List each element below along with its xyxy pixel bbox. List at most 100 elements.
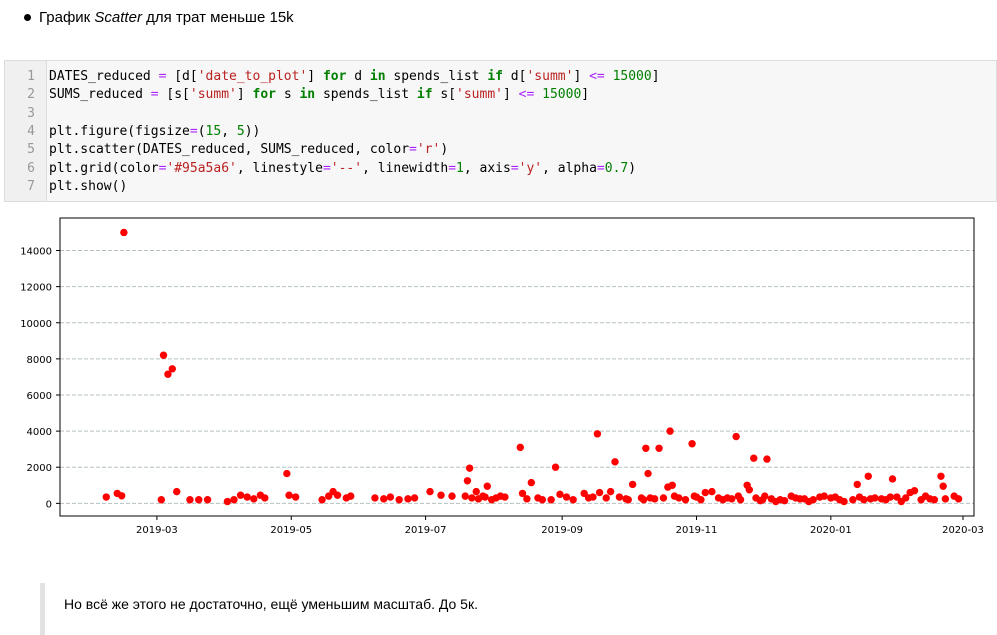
scatter-point xyxy=(624,496,632,504)
y-tick-label: 8000 xyxy=(27,355,52,366)
y-tick-label: 4000 xyxy=(27,427,52,438)
scatter-point xyxy=(941,495,950,503)
scatter-point xyxy=(688,440,696,448)
code-token: 1 xyxy=(456,160,464,176)
scatter-point xyxy=(681,496,690,504)
x-tick-label: 2019-03 xyxy=(136,525,178,536)
scatter-point xyxy=(697,496,705,504)
code-token: , xyxy=(221,123,237,139)
scatter-point xyxy=(318,496,326,504)
scatter-point xyxy=(615,493,624,501)
scatter-point xyxy=(516,443,525,452)
y-tick-label: 12000 xyxy=(20,283,52,294)
scatter-point xyxy=(481,493,489,501)
scatter-point xyxy=(395,496,403,504)
scatter-point xyxy=(410,494,419,502)
scatter-point xyxy=(426,487,434,496)
scatter-point xyxy=(472,487,480,496)
scatter-point xyxy=(380,495,388,503)
code-token: = xyxy=(448,160,457,176)
scatter-point xyxy=(750,454,758,462)
scatter-point xyxy=(937,472,945,480)
scatter-point xyxy=(888,475,897,483)
code-line: plt.show() xyxy=(49,178,127,196)
code-token: 15000 xyxy=(612,69,652,84)
scatter-point xyxy=(186,496,194,504)
scatter-point xyxy=(465,464,474,472)
code-token: = xyxy=(158,160,167,176)
y-tick-label: 10000 xyxy=(20,319,52,330)
line-number: 1 xyxy=(27,69,35,84)
code-token: s xyxy=(276,87,300,103)
scatter-point xyxy=(236,491,245,499)
scatter-point xyxy=(668,481,676,489)
scatter-point xyxy=(939,482,947,490)
code-token: 'summ' xyxy=(456,87,503,103)
line-number-gutter xyxy=(5,61,47,201)
scatter-point xyxy=(910,487,919,495)
code-line: plt.scatter(DATES_reduced, SUMS_reduced,… xyxy=(49,141,448,159)
code-token: , alpha xyxy=(542,160,597,176)
scatter-point xyxy=(840,497,848,506)
scatter-point xyxy=(285,491,293,499)
scatter-point xyxy=(639,496,648,504)
x-tick-label: 2020-01 xyxy=(810,525,852,536)
scatter-point xyxy=(853,480,861,489)
code-token: d[ xyxy=(502,69,527,84)
scatter-point xyxy=(333,491,342,499)
scatter-point xyxy=(589,493,597,501)
code-token: = xyxy=(158,69,167,84)
code-token: if xyxy=(487,69,503,84)
code-line: DATES_reduced = [d['date_to_plot'] for d… xyxy=(49,68,660,86)
scatter-point xyxy=(736,496,745,504)
line-number: 2 xyxy=(27,87,35,103)
code-token: 0.7 xyxy=(604,160,629,176)
scatter-point xyxy=(468,494,476,502)
scatter-point xyxy=(886,493,895,501)
code-token: plt.figure(figsize xyxy=(49,123,190,139)
scatter-point xyxy=(606,487,615,496)
code-token: = xyxy=(510,160,519,176)
scatter-point xyxy=(250,495,258,503)
scatter-point xyxy=(120,228,128,237)
scatter-point xyxy=(523,495,531,503)
code-token: , linewidth xyxy=(362,160,449,176)
y-tick-label: 2000 xyxy=(27,463,52,474)
code-token xyxy=(605,69,613,84)
code-token: 'date_to_plot' xyxy=(197,69,308,84)
scatter-point xyxy=(159,351,168,359)
code-token: 15 xyxy=(205,123,222,139)
code-token: = xyxy=(322,160,331,176)
code-token: in xyxy=(299,87,316,103)
code-token: ] xyxy=(573,69,590,84)
code-token: )) xyxy=(244,123,261,139)
scatter-point xyxy=(461,492,469,500)
code-cell[interactable]: 1 2 3 4 5 6 7 DATES_reduced = [d['date_to_plot'… xyxy=(4,60,997,202)
code-token: '#95a5a6' xyxy=(166,160,237,176)
code-token: [s[ xyxy=(158,87,190,103)
code-token: for xyxy=(322,69,347,84)
code-token: ( xyxy=(197,123,206,139)
x-tick-label: 2019-09 xyxy=(541,525,583,536)
scatter-point xyxy=(655,444,663,452)
scatter-point xyxy=(223,497,232,506)
x-tick-label: 2020-03 xyxy=(942,525,984,536)
code-token: plt.grid(color xyxy=(49,160,159,176)
scatter-point xyxy=(780,496,789,505)
x-tick-label: 2019-11 xyxy=(676,525,718,536)
line-number: 5 xyxy=(27,142,35,158)
scatter-point xyxy=(173,487,181,496)
scatter-point xyxy=(666,427,674,435)
code-token: ] xyxy=(236,87,253,103)
code-token: = xyxy=(150,87,159,103)
code-token: 5 xyxy=(236,123,245,139)
y-tick-label: 14000 xyxy=(20,247,52,258)
scatter-point xyxy=(902,494,910,502)
blockquote-note: Но всё же этого не достаточно, ещё умень… xyxy=(40,583,997,635)
scatter-point xyxy=(595,488,604,497)
scatter-point xyxy=(556,490,564,499)
scatter-point xyxy=(708,487,716,496)
code-token: [d[ xyxy=(166,69,198,84)
line-number: 3 xyxy=(27,105,35,121)
scatter-point xyxy=(230,496,238,504)
